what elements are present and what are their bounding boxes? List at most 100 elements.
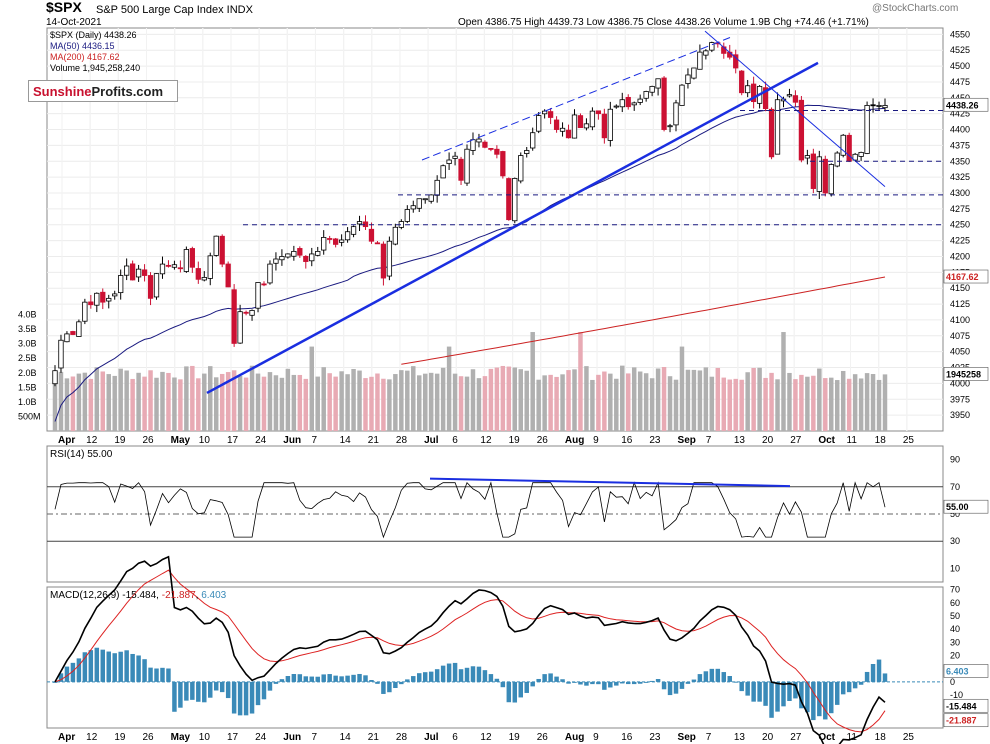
x-tick-label: 19 — [114, 435, 126, 446]
price-tick-label: 4325 — [950, 172, 970, 182]
volume-bar — [602, 371, 607, 431]
candle-body — [112, 293, 118, 297]
x-tick-label: 25 — [903, 435, 915, 446]
volume-bar — [643, 373, 649, 431]
x-tick-label: 19 — [114, 732, 126, 743]
price-tick-label: 3975 — [950, 394, 970, 404]
volume-bar — [94, 367, 100, 431]
macd-hist-bar — [673, 681, 679, 694]
volume-bar — [870, 374, 876, 431]
macd-hist-bar — [709, 668, 715, 682]
x-tick-label: May — [171, 732, 191, 743]
ma50-path — [54, 104, 886, 422]
macd-hist-bar — [100, 649, 106, 682]
candle-body — [858, 151, 864, 157]
volume-bar — [142, 376, 147, 431]
macd-hist-bar — [536, 678, 541, 682]
price-tick-label: 3950 — [950, 410, 970, 420]
volume-bar — [100, 371, 106, 431]
candle-body — [285, 253, 291, 258]
macd-hist-badge-box — [943, 664, 989, 678]
macd-hist-bar — [721, 672, 727, 682]
macd-hist-bar — [817, 681, 822, 717]
macd-hist-bar — [255, 681, 261, 706]
x-tick-label: 16 — [621, 732, 633, 743]
x-tick-label: 28 — [396, 732, 408, 743]
macd-hist-bar — [285, 676, 291, 682]
x-tick-label: Apr — [58, 435, 75, 446]
macd-hist-bar — [64, 666, 70, 682]
x-tick-label: 20 — [762, 732, 774, 743]
candle-body — [876, 105, 882, 107]
macd-label: MACD(12,26,9) -15.484, -21.887, 6.403 — [50, 590, 227, 601]
macd-hist-bar — [428, 671, 434, 682]
rsi-badge-box — [943, 499, 989, 514]
macd-tick-label: 60 — [950, 598, 960, 608]
macd-hist-bar — [422, 672, 428, 682]
volume-bar — [213, 377, 219, 431]
price-tick-label: 4300 — [950, 188, 970, 198]
macd-hist-bar — [625, 681, 631, 685]
macd-tick-label: 20 — [950, 651, 960, 661]
macd-panel — [47, 555, 943, 744]
candle-body — [530, 132, 536, 149]
volume-bar — [172, 377, 177, 431]
candle-body — [595, 110, 602, 115]
x-tick-label: 17 — [227, 732, 239, 743]
x-tick-label: 26 — [537, 435, 549, 446]
volume-bar — [721, 377, 727, 431]
volume-bar — [369, 376, 374, 431]
volume-bar — [440, 367, 446, 431]
candle-body — [261, 283, 267, 286]
volume-bar — [733, 378, 738, 431]
candle-body — [673, 102, 679, 126]
candle-body — [88, 301, 94, 306]
macd-hist-bar — [715, 668, 721, 682]
macd-hist-bar — [94, 647, 100, 682]
macd-hist-bar — [882, 673, 888, 682]
macd-line — [54, 555, 886, 744]
macd-hist-bar — [291, 674, 297, 682]
x-tick-label: 12 — [86, 435, 98, 446]
x-tick-label: Sep — [678, 732, 696, 743]
candle-body — [368, 228, 375, 242]
volume-bar — [393, 374, 398, 431]
descending-trendline — [704, 30, 886, 188]
candle-body — [542, 110, 548, 115]
panel-frame — [46, 586, 944, 729]
candle-body — [553, 119, 560, 130]
x-tick-label: 28 — [396, 435, 408, 446]
x-tick-label: 13 — [734, 435, 746, 446]
volume-badge: 1945258 — [943, 367, 989, 381]
x-tick-label: 24 — [255, 435, 267, 446]
volume-bar — [864, 373, 870, 431]
macd-hist-bar — [190, 681, 195, 700]
candle-body — [297, 248, 303, 256]
x-tick-label: 21 — [368, 435, 380, 446]
macd-badge-box — [943, 698, 989, 713]
candle-body — [410, 205, 416, 210]
x-tick-label: 27 — [790, 435, 802, 446]
volume-bar — [554, 376, 559, 431]
candle-body — [64, 333, 70, 343]
candle-body — [733, 54, 739, 69]
volume-bar — [560, 374, 565, 431]
macd-hist-bar — [309, 676, 315, 682]
volume-tick-label: 2.0B — [18, 368, 37, 378]
price-tick-label: 4475 — [950, 77, 970, 87]
volume-bar — [405, 370, 410, 431]
price-badge-box — [943, 97, 989, 112]
candle-body — [476, 138, 482, 143]
chart-index-name: S&P 500 Large Cap Index INDX — [96, 4, 253, 16]
candle-body — [159, 263, 166, 275]
candle-body — [321, 237, 327, 251]
macd-hist-bar — [345, 675, 350, 682]
volume-bar — [273, 375, 279, 431]
volume-bar — [333, 376, 338, 431]
volume-bar — [846, 378, 852, 431]
macd-hist-bar — [667, 681, 673, 696]
macd-hist-bar — [542, 674, 547, 682]
ma200-badge: 4167.62 — [943, 269, 989, 284]
macd-hist-bar — [363, 675, 368, 682]
